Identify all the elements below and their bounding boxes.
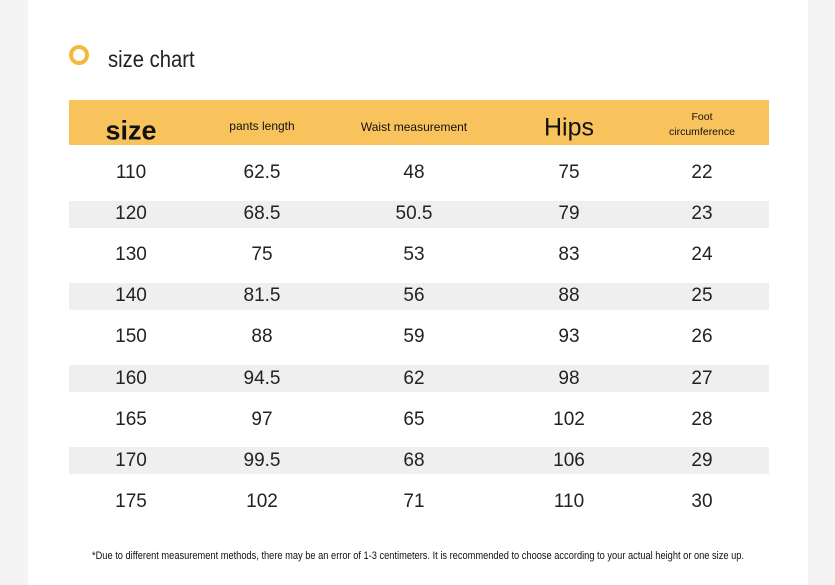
table-cell: 65 xyxy=(403,408,425,430)
table-cell: 150 xyxy=(115,326,147,348)
table-cell: 27 xyxy=(691,367,713,389)
table-cell: 102 xyxy=(246,490,278,512)
table-cell: 97 xyxy=(251,408,273,430)
table-cell: 110 xyxy=(115,162,147,183)
table-cell: 68.5 xyxy=(243,203,281,225)
table-cell: 59 xyxy=(403,326,425,348)
table-cell: 93 xyxy=(558,326,580,348)
table-cell: 23 xyxy=(691,203,713,225)
table-cell: 120 xyxy=(115,203,147,225)
header-cell: size xyxy=(105,115,157,146)
table-cell: 140 xyxy=(115,285,147,307)
table-cell: 25 xyxy=(691,285,713,307)
table-cell: 75 xyxy=(251,244,273,266)
table-cell: 62 xyxy=(403,367,425,389)
table-cell: 62.5 xyxy=(243,162,281,183)
table-cell: 160 xyxy=(115,367,147,389)
table-cell: 94.5 xyxy=(243,367,281,389)
header-cell: pants length xyxy=(229,119,295,133)
table-cell: 48 xyxy=(403,162,425,183)
table-cell: 170 xyxy=(115,449,147,471)
table-cell: 68 xyxy=(403,449,425,471)
table-cell: 56 xyxy=(403,285,425,307)
table-cell: 30 xyxy=(691,490,713,512)
table-cell: 26 xyxy=(691,326,713,348)
title: size chart xyxy=(108,46,195,72)
title-icon xyxy=(69,45,89,65)
table-cell: 28 xyxy=(691,408,713,430)
row-band xyxy=(69,365,769,392)
header-cell: Foot circumference xyxy=(669,111,735,138)
header-cell: Waist measurement xyxy=(360,120,468,134)
table-cell: 88 xyxy=(558,285,580,307)
table-cell: 50.5 xyxy=(395,203,433,225)
table-cell: 99.5 xyxy=(243,449,281,471)
table-cell: 165 xyxy=(115,408,147,430)
footnote: *Due to different measurement methods, t… xyxy=(92,550,744,562)
table-cell: 130 xyxy=(115,244,147,266)
header-cell: Hips xyxy=(543,113,595,142)
table-cell: 98 xyxy=(558,367,580,389)
table-cell: 29 xyxy=(691,449,713,471)
table-cell: 75 xyxy=(558,162,580,183)
table-cell: 83 xyxy=(558,244,580,266)
row-band xyxy=(69,447,769,475)
row-band xyxy=(69,200,769,228)
table-cell: 81.5 xyxy=(243,285,281,307)
table-cell: 110 xyxy=(553,490,585,512)
table-cell: 22 xyxy=(691,162,713,183)
table-cell: 71 xyxy=(403,490,425,512)
table-cell: 106 xyxy=(553,449,585,471)
table-cell: 79 xyxy=(558,203,580,225)
table-cell: 175 xyxy=(115,490,147,512)
row-band xyxy=(69,282,769,310)
table-cell: 24 xyxy=(691,244,713,266)
table-cell: 53 xyxy=(403,244,425,266)
table-cell: 102 xyxy=(553,408,585,430)
header-band xyxy=(69,100,769,145)
table-cell: 88 xyxy=(251,326,273,348)
